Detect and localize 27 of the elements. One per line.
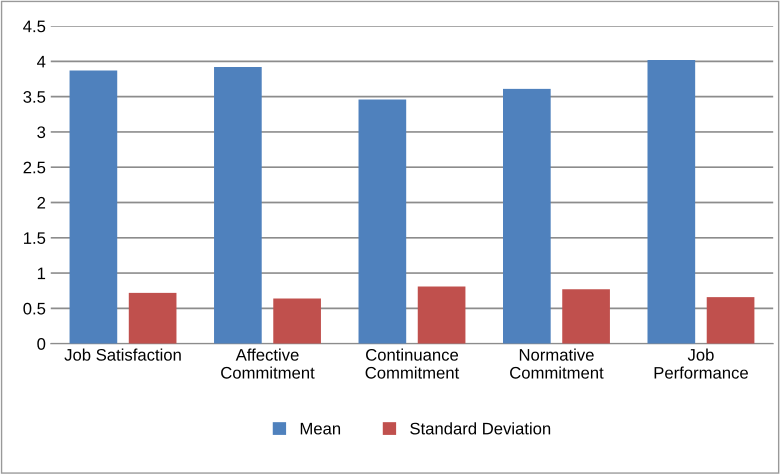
bar xyxy=(562,289,610,344)
y-tick-label: 3 xyxy=(37,126,46,138)
y-tick-label: 0 xyxy=(37,338,46,350)
bar xyxy=(418,286,466,344)
y-tick-label: 2.5 xyxy=(24,162,46,174)
x-tick-label: Affective Commitment xyxy=(221,348,315,379)
y-tick-label: 1.5 xyxy=(24,232,46,244)
bar xyxy=(70,70,118,344)
bar xyxy=(706,297,754,344)
y-tick-label: 2 xyxy=(37,196,46,209)
bar xyxy=(358,99,406,344)
x-tick-label: Job Satisfaction xyxy=(64,348,181,361)
y-tick-label: 0.5 xyxy=(23,302,46,315)
y-tick-label: 4 xyxy=(37,56,46,68)
y-tick-label: 4.5 xyxy=(23,20,46,32)
y-tick-label: 3.5 xyxy=(23,91,46,103)
x-tick-label: Continuance Commitment xyxy=(366,348,460,379)
bar xyxy=(503,88,551,344)
x-tick-label: Job Performance xyxy=(654,348,748,379)
y-tick-label: 1 xyxy=(38,268,46,280)
bar xyxy=(647,60,696,344)
bar xyxy=(214,67,262,344)
bar xyxy=(128,292,176,344)
x-tick-label: Normative Commitment xyxy=(510,348,604,379)
bar xyxy=(273,298,321,344)
legend-label: Mean xyxy=(300,422,340,434)
legend-label: Standard Deviation xyxy=(410,422,550,434)
